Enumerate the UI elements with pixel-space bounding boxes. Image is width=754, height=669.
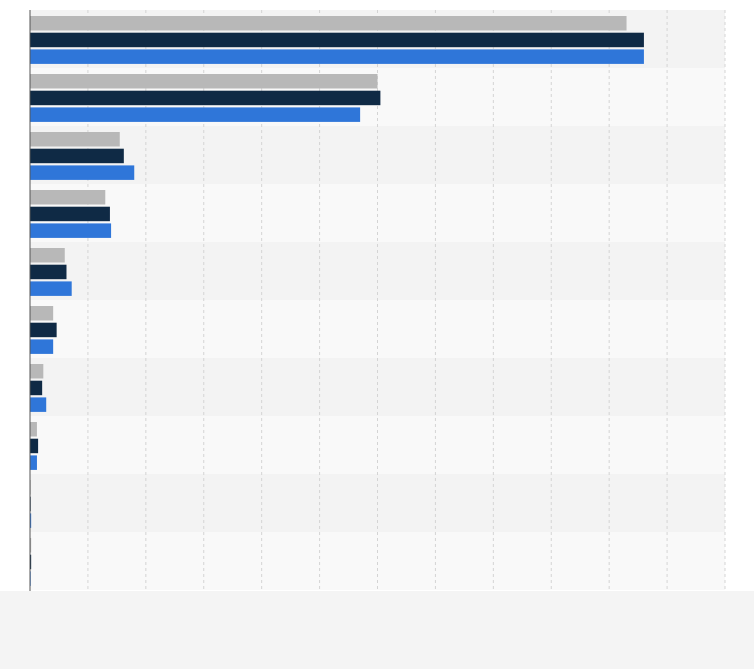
bar — [30, 306, 54, 321]
bars — [30, 16, 644, 586]
bar — [30, 281, 72, 296]
bar — [30, 438, 39, 454]
bar — [30, 49, 644, 64]
bar — [30, 206, 110, 222]
footer-strip — [0, 591, 754, 669]
bar — [30, 165, 135, 180]
bar — [30, 132, 120, 147]
bar — [30, 223, 112, 238]
bar — [30, 455, 37, 470]
bar — [30, 513, 32, 528]
bar — [30, 339, 54, 354]
bar — [30, 380, 43, 396]
bar — [30, 397, 47, 412]
bar — [30, 322, 57, 338]
bar — [30, 264, 67, 280]
bar — [30, 538, 32, 553]
bar — [30, 74, 378, 89]
bar — [30, 16, 627, 31]
gridlines — [87, 10, 726, 591]
bar — [30, 554, 32, 570]
bar — [30, 107, 361, 122]
bar — [30, 190, 106, 205]
bar — [30, 148, 124, 164]
bar — [30, 90, 381, 106]
bar — [30, 364, 44, 379]
bar — [30, 422, 37, 437]
footer-band — [0, 591, 754, 669]
bar — [30, 32, 644, 48]
bar — [30, 248, 65, 263]
